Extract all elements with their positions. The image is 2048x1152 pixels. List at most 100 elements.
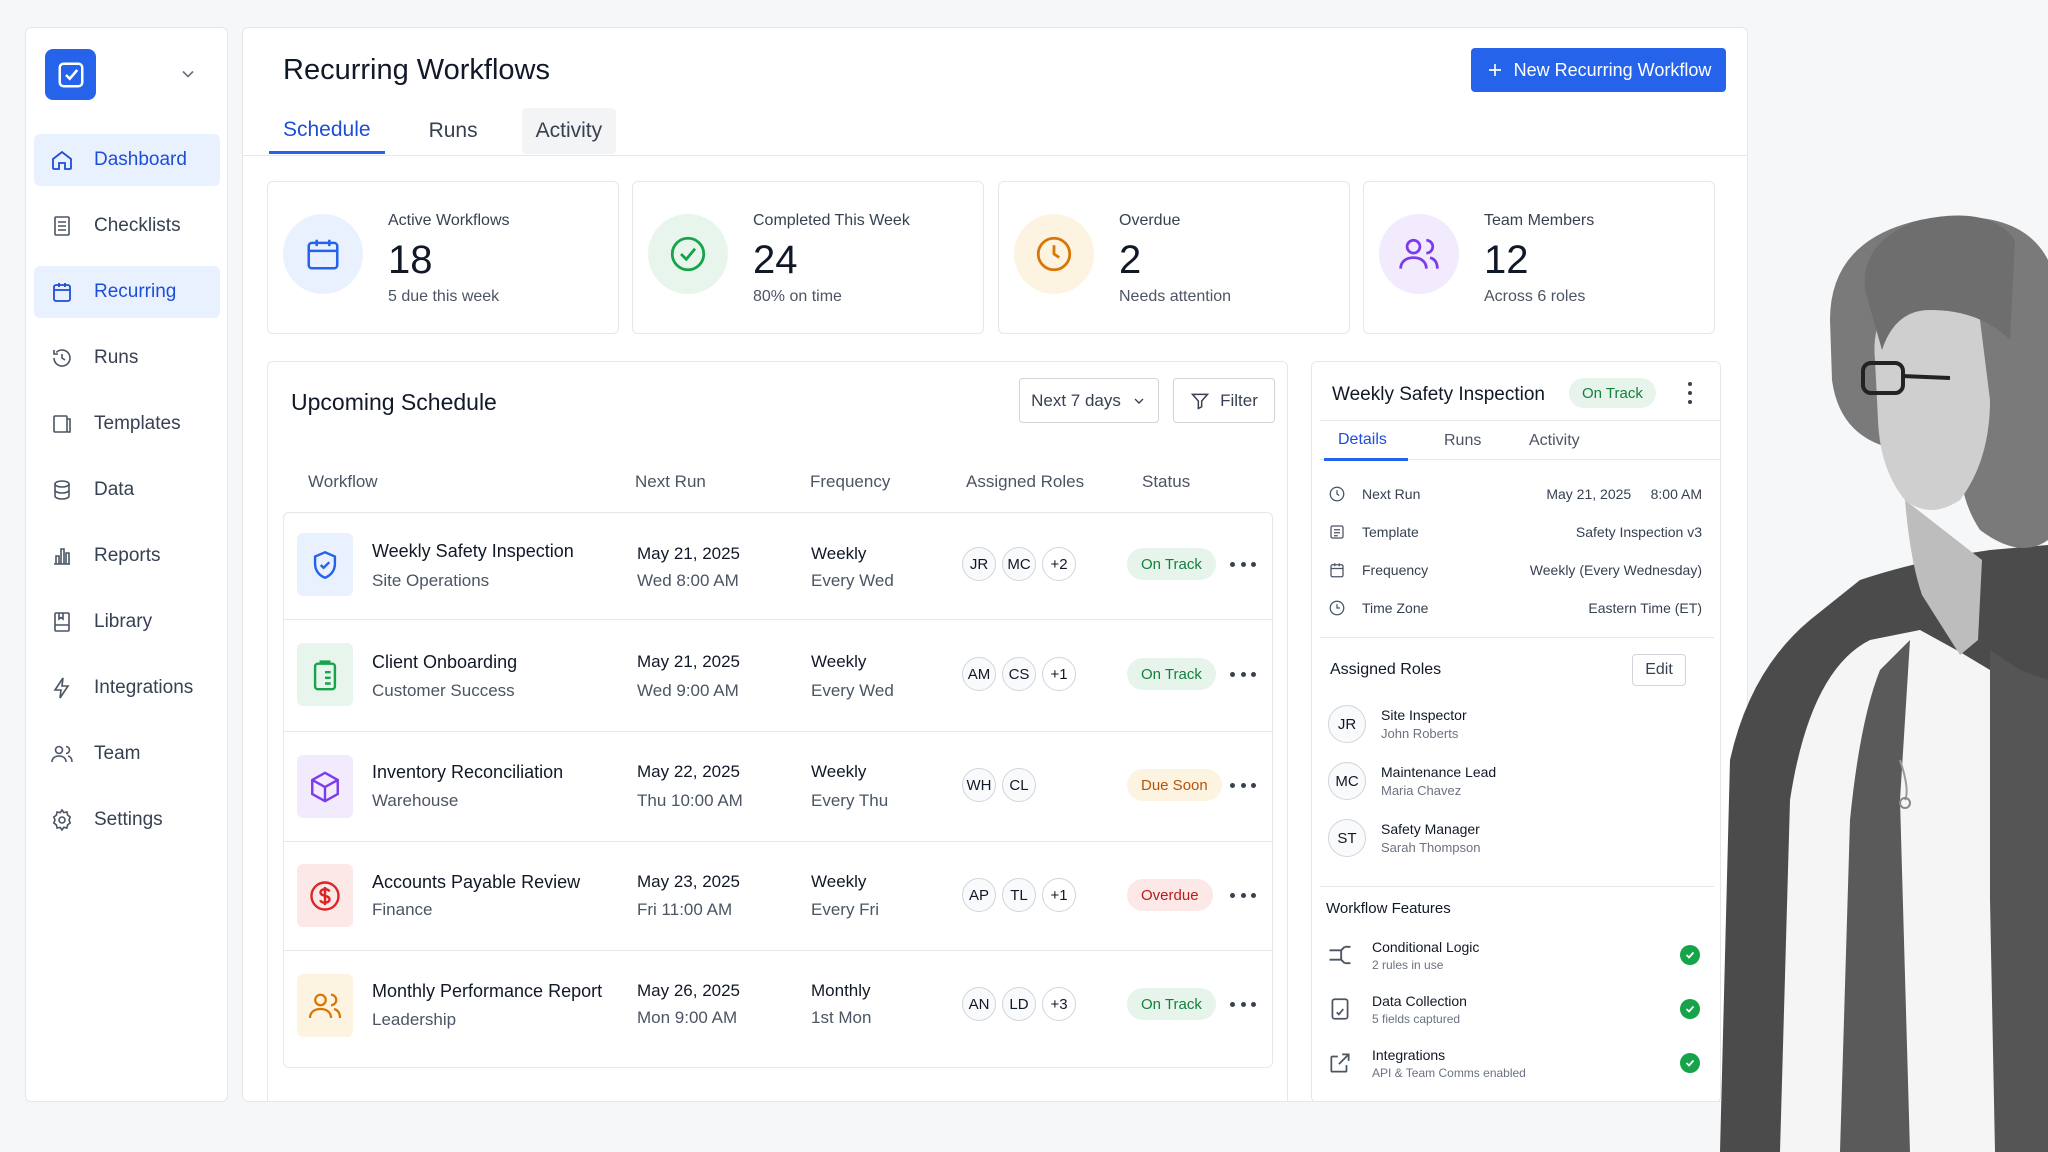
avatar[interactable]: CL	[1002, 768, 1036, 802]
role-name: Safety Manager	[1381, 821, 1480, 837]
chevron-down-icon[interactable]	[178, 64, 198, 84]
check-icon	[1680, 999, 1700, 1019]
avatar[interactable]: JR	[962, 547, 996, 581]
sidebar-item-dashboard[interactable]: Dashboard	[34, 134, 220, 186]
frequency-detail: 1st Mon	[811, 1008, 872, 1027]
field-value: Eastern Time (ET)	[1588, 600, 1702, 616]
frequency: Weekly	[811, 762, 867, 781]
role-item[interactable]: MC Maintenance Lead Maria Chavez	[1328, 759, 1496, 803]
table-row[interactable]: Inventory Reconciliation Warehouse May 2…	[284, 731, 1272, 841]
stat-icon-wrap	[1379, 214, 1459, 294]
next-run-time: Fri 11:00 AM	[637, 900, 733, 919]
frequency: Monthly	[811, 981, 871, 1000]
detail-field-next-run: Next Run May 21, 2025 8:00 AM	[1328, 482, 1702, 506]
stat-label: Completed This Week	[753, 212, 910, 229]
new-recurring-workflow-button[interactable]: New Recurring Workflow	[1471, 48, 1726, 92]
stat-value: 12	[1484, 238, 1529, 282]
avatar[interactable]: AN	[962, 987, 996, 1021]
edit-roles-button[interactable]: Edit	[1632, 654, 1686, 686]
role-item[interactable]: JR Site Inspector John Roberts	[1328, 702, 1467, 746]
stat-card-completed[interactable]: Completed This Week 24 80% on time	[632, 181, 984, 334]
divider	[1320, 886, 1714, 887]
stat-card-team-members[interactable]: Team Members 12 Across 6 roles	[1363, 181, 1715, 334]
stat-icon-wrap	[283, 214, 363, 294]
tab-runs[interactable]: Runs	[1444, 432, 1482, 449]
avatar[interactable]: LD	[1002, 987, 1036, 1021]
kebab-menu-icon[interactable]	[1687, 382, 1693, 404]
workflow-name[interactable]: Accounts Payable Review	[372, 872, 581, 892]
calendar-icon	[53, 283, 71, 302]
avatar[interactable]: AM	[962, 657, 996, 691]
stat-card-active-workflows[interactable]: Active Workflows 18 5 due this week	[267, 181, 619, 334]
row-more-menu[interactable]	[1230, 994, 1256, 1014]
person-photo	[1720, 215, 2048, 1152]
field-label: Template	[1362, 524, 1419, 540]
avatar-more[interactable]: +1	[1042, 878, 1076, 912]
avatar-more[interactable]: +1	[1042, 657, 1076, 691]
avatar[interactable]: CS	[1002, 657, 1036, 691]
sidebar-item-settings[interactable]: Settings	[34, 794, 220, 846]
feature-item[interactable]: Integrations API & Team Comms enabled	[1322, 1041, 1700, 1085]
feature-item[interactable]: Conditional Logic 2 rules in use	[1322, 933, 1700, 977]
workflow-name[interactable]: Monthly Performance Report	[372, 981, 603, 1001]
workflow-name[interactable]: Client Onboarding	[372, 652, 518, 672]
row-more-menu[interactable]	[1230, 664, 1256, 684]
avatar-more[interactable]: +2	[1042, 547, 1076, 581]
avatar[interactable]: WH	[962, 768, 996, 802]
column-header-assigned-roles[interactable]: Assigned Roles	[966, 472, 1085, 491]
table-row[interactable]: Client Onboarding Customer Success May 2…	[284, 619, 1272, 731]
role-item[interactable]: ST Safety Manager Sarah Thompson	[1328, 816, 1481, 860]
sidebar-item-checklists[interactable]: Checklists	[34, 200, 220, 252]
tab-schedule[interactable]: Schedule	[269, 108, 385, 154]
dollar-icon	[310, 880, 340, 911]
avatar-more[interactable]: +3	[1042, 987, 1076, 1021]
sidebar-item-team[interactable]: Team	[34, 728, 220, 780]
row-more-menu[interactable]	[1230, 885, 1256, 905]
role-person: John Roberts	[1381, 726, 1459, 741]
stat-icon-wrap	[1014, 214, 1094, 294]
next-run-time: Thu 10:00 AM	[637, 791, 743, 810]
workflow-name[interactable]: Weekly Safety Inspection	[372, 541, 574, 561]
app-logo[interactable]	[45, 49, 96, 100]
stat-value: 24	[753, 238, 798, 282]
row-more-menu[interactable]	[1230, 554, 1256, 574]
feature-item[interactable]: Data Collection 5 fields captured	[1322, 987, 1700, 1031]
sidebar-item-label: Templates	[94, 413, 181, 434]
detail-field-frequency: Frequency Weekly (Every Wednesday)	[1328, 558, 1702, 582]
tab-runs[interactable]: Runs	[428, 119, 478, 142]
users-icon	[308, 993, 342, 1018]
sidebar-item-templates[interactable]: Templates	[34, 398, 220, 450]
detail-field-time-zone: Time Zone Eastern Time (ET)	[1328, 596, 1702, 620]
sidebar-item-runs[interactable]: Runs	[34, 332, 220, 384]
stat-label: Active Workflows	[388, 212, 510, 229]
assigned-roles: AP TL +1	[962, 878, 1076, 912]
column-header-status[interactable]: Status	[1142, 472, 1191, 491]
gear-icon	[52, 808, 72, 832]
tab-activity[interactable]: Activity	[1529, 432, 1580, 449]
column-header-next-run[interactable]: Next Run	[635, 472, 706, 491]
sidebar-item-reports[interactable]: Reports	[34, 530, 220, 582]
tab-details[interactable]: Details	[1324, 421, 1408, 461]
next-run-date: May 22, 2025	[637, 762, 741, 781]
column-header-workflow[interactable]: Workflow	[308, 472, 378, 491]
library-icon	[54, 612, 70, 632]
workflow-name[interactable]: Inventory Reconciliation	[372, 762, 564, 782]
sidebar-item-integrations[interactable]: Integrations	[34, 662, 220, 714]
template-icon	[1330, 525, 1344, 539]
stat-card-overdue[interactable]: Overdue 2 Needs attention	[998, 181, 1350, 334]
avatar[interactable]: TL	[1002, 878, 1036, 912]
date-range-dropdown[interactable]: Next 7 days	[1019, 378, 1159, 423]
table-row[interactable]: Accounts Payable Review Finance May 23, …	[284, 841, 1272, 950]
column-header-frequency[interactable]: Frequency	[810, 472, 891, 491]
avatar[interactable]: MC	[1002, 547, 1036, 581]
sidebar-item-library[interactable]: Library	[34, 596, 220, 648]
field-value[interactable]: Safety Inspection v3	[1575, 524, 1702, 540]
sidebar-item-recurring[interactable]: Recurring	[34, 266, 220, 318]
filter-button[interactable]: Filter	[1173, 378, 1275, 423]
tab-activity[interactable]: Activity	[521, 108, 617, 154]
sidebar-item-data[interactable]: Data	[34, 464, 220, 516]
row-more-menu[interactable]	[1230, 775, 1256, 795]
table-row[interactable]: Weekly Safety Inspection Site Operations…	[284, 513, 1272, 619]
table-row[interactable]: Monthly Performance Report Leadership Ma…	[284, 950, 1272, 1067]
avatar[interactable]: AP	[962, 878, 996, 912]
